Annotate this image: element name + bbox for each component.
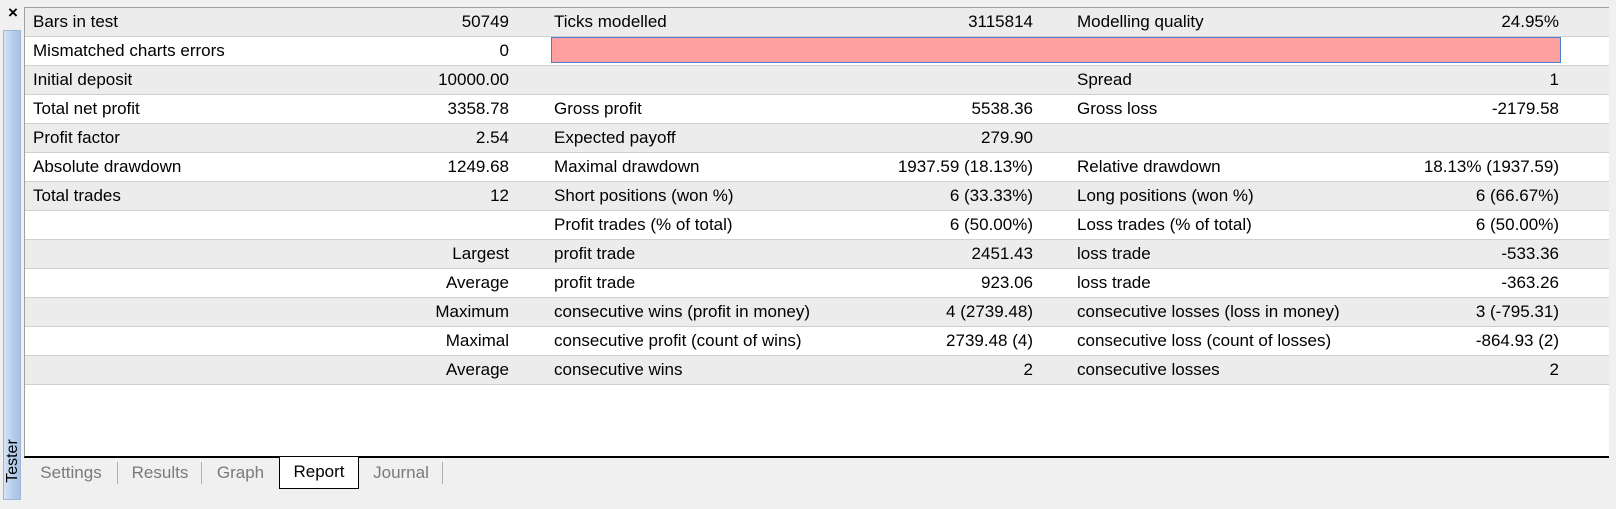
label-gross-loss: Gross loss bbox=[1077, 99, 1158, 118]
label-modelling-quality: Modelling quality bbox=[1077, 12, 1204, 31]
label-average-consecutive-wins: consecutive wins bbox=[554, 360, 683, 379]
report-row-initial-deposit: Initial deposit 10000.00 Spread 1 bbox=[25, 66, 1609, 95]
label-maximal-consecutive-loss: consecutive loss (count of losses) bbox=[1077, 331, 1332, 350]
value-relative-drawdown: 18.13% (1937.59) bbox=[1423, 157, 1559, 176]
tester-side-label: Tester bbox=[4, 431, 22, 491]
label-average: Average bbox=[445, 273, 509, 292]
value-max-consecutive-losses: 3 (-795.31) bbox=[1475, 302, 1559, 321]
report-row-total-trades: Total trades 12 Short positions (won %) … bbox=[25, 182, 1609, 211]
value-absolute-drawdown: 1249.68 bbox=[447, 157, 509, 176]
label-total-net-profit: Total net profit bbox=[33, 99, 140, 118]
value-largest-profit-trade: 2451.43 bbox=[971, 244, 1033, 263]
report-row-profit-factor: Profit factor 2.54 Expected payoff 279.9… bbox=[25, 124, 1609, 153]
label-largest: Largest bbox=[452, 244, 509, 263]
tester-side-panel: × Tester bbox=[0, 0, 24, 509]
value-average-consecutive-wins: 2 bbox=[1023, 360, 1033, 379]
value-average-loss-trade: -363.26 bbox=[1501, 273, 1559, 292]
label-long-positions: Long positions (won %) bbox=[1077, 186, 1254, 205]
label-empty bbox=[1077, 124, 1407, 152]
value-maximal-consecutive-loss: -864.93 (2) bbox=[1475, 331, 1559, 350]
report-row-profit-loss-trades: Profit trades (% of total) 6 (50.00%) Lo… bbox=[25, 211, 1609, 240]
value-bars-in-test: 50749 bbox=[461, 12, 509, 31]
label-maximal-drawdown: Maximal drawdown bbox=[554, 157, 700, 176]
label-relative-drawdown: Relative drawdown bbox=[1077, 157, 1221, 176]
value-profit-factor: 2.54 bbox=[475, 128, 509, 147]
label-loss-trades: Loss trades (% of total) bbox=[1077, 215, 1252, 234]
label-profit-trades: Profit trades (% of total) bbox=[554, 215, 733, 234]
value-mismatched-charts-errors: 0 bbox=[499, 41, 509, 60]
label-average-loss-trade: loss trade bbox=[1077, 273, 1151, 292]
label-max-consecutive-wins: consecutive wins (profit in money) bbox=[554, 302, 811, 321]
label-gross-profit: Gross profit bbox=[554, 99, 642, 118]
tab-settings[interactable]: Settings bbox=[24, 458, 118, 488]
label-ticks-modelled: Ticks modelled bbox=[554, 12, 667, 31]
tab-journal[interactable]: Journal bbox=[359, 458, 443, 488]
value-expected-payoff: 279.90 bbox=[981, 128, 1033, 147]
modelling-quality-bar bbox=[551, 37, 1561, 63]
value-profit-trades: 6 (50.00%) bbox=[949, 215, 1033, 234]
value-average-profit-trade: 923.06 bbox=[981, 273, 1033, 292]
value-total-trades: 12 bbox=[490, 186, 509, 205]
tab-results[interactable]: Results bbox=[118, 458, 202, 488]
value-loss-trades: 6 (50.00%) bbox=[1475, 215, 1559, 234]
report-panel: Bars in test 50749 Ticks modelled 311581… bbox=[24, 7, 1609, 457]
label-short-positions: Short positions (won %) bbox=[554, 186, 734, 205]
label-spread: Spread bbox=[1077, 70, 1132, 89]
report-row-total-net-profit: Total net profit 3358.78 Gross profit 55… bbox=[25, 95, 1609, 124]
value-largest-loss-trade: -533.36 bbox=[1501, 244, 1559, 263]
value-total-net-profit: 3358.78 bbox=[447, 99, 509, 118]
label-average-profit-trade: profit trade bbox=[554, 273, 636, 292]
label-average-consecutive-losses: consecutive losses bbox=[1077, 360, 1220, 379]
report-row-average-consecutive: Average consecutive wins 2 consecutive l… bbox=[25, 356, 1609, 385]
label-bars-in-test: Bars in test bbox=[33, 12, 119, 31]
tab-report[interactable]: Report bbox=[279, 457, 359, 489]
report-row-drawdown: Absolute drawdown 1249.68 Maximal drawdo… bbox=[25, 153, 1609, 182]
label-largest-loss-trade: loss trade bbox=[1077, 244, 1151, 263]
report-row-maximum-consecutive: Maximum consecutive wins (profit in mone… bbox=[25, 298, 1609, 327]
value-average-consecutive-losses: 2 bbox=[1549, 360, 1559, 379]
value-spread: 1 bbox=[1549, 70, 1559, 89]
label-initial-deposit: Initial deposit bbox=[33, 70, 133, 89]
report-row-mismatched-charts: Mismatched charts errors 0 bbox=[25, 37, 1609, 66]
label-maximal: Maximal bbox=[445, 331, 509, 350]
close-icon[interactable]: × bbox=[8, 3, 18, 22]
value-initial-deposit: 10000.00 bbox=[438, 70, 509, 89]
label-total-trades: Total trades bbox=[33, 186, 121, 205]
report-row-largest: Largest profit trade 2451.43 loss trade … bbox=[25, 240, 1609, 269]
label-absolute-drawdown: Absolute drawdown bbox=[33, 157, 182, 176]
report-row-average-trade: Average profit trade 923.06 loss trade -… bbox=[25, 269, 1609, 298]
label-mismatched-charts-errors: Mismatched charts errors bbox=[33, 41, 225, 60]
value-empty bbox=[895, 66, 1033, 94]
label-largest-profit-trade: profit trade bbox=[554, 244, 636, 263]
label-expected-payoff: Expected payoff bbox=[554, 128, 676, 147]
value-max-consecutive-wins: 4 (2739.48) bbox=[946, 302, 1033, 321]
tester-tab-bar: Settings Results Graph Report Journal bbox=[24, 457, 1609, 491]
value-maximal-drawdown: 1937.59 (18.13%) bbox=[897, 157, 1033, 176]
tester-label-text: Tester bbox=[4, 439, 21, 483]
value-empty bbox=[1365, 124, 1559, 152]
label-max-consecutive-losses: consecutive losses (loss in money) bbox=[1077, 302, 1340, 321]
label-empty bbox=[33, 211, 509, 239]
label-maximal-consecutive-profit: consecutive profit (count of wins) bbox=[554, 331, 802, 350]
value-gross-loss: -2179.58 bbox=[1491, 99, 1559, 118]
value-gross-profit: 5538.36 bbox=[971, 99, 1033, 118]
tab-graph[interactable]: Graph bbox=[216, 463, 265, 482]
value-short-positions: 6 (33.33%) bbox=[949, 186, 1033, 205]
value-maximal-consecutive-profit: 2739.48 (4) bbox=[946, 331, 1033, 350]
value-modelling-quality: 24.95% bbox=[1501, 12, 1559, 31]
value-long-positions: 6 (66.67%) bbox=[1475, 186, 1559, 205]
report-row-maximal-consecutive: Maximal consecutive profit (count of win… bbox=[25, 327, 1609, 356]
label-profit-factor: Profit factor bbox=[33, 128, 120, 147]
tester-side-strip[interactable]: Tester bbox=[3, 30, 21, 500]
value-ticks-modelled: 3115814 bbox=[968, 12, 1033, 31]
label-empty bbox=[554, 66, 894, 94]
label-average-consecutive: Average bbox=[445, 360, 509, 379]
report-row-bars-in-test: Bars in test 50749 Ticks modelled 311581… bbox=[25, 8, 1609, 37]
label-maximum: Maximum bbox=[435, 302, 509, 321]
